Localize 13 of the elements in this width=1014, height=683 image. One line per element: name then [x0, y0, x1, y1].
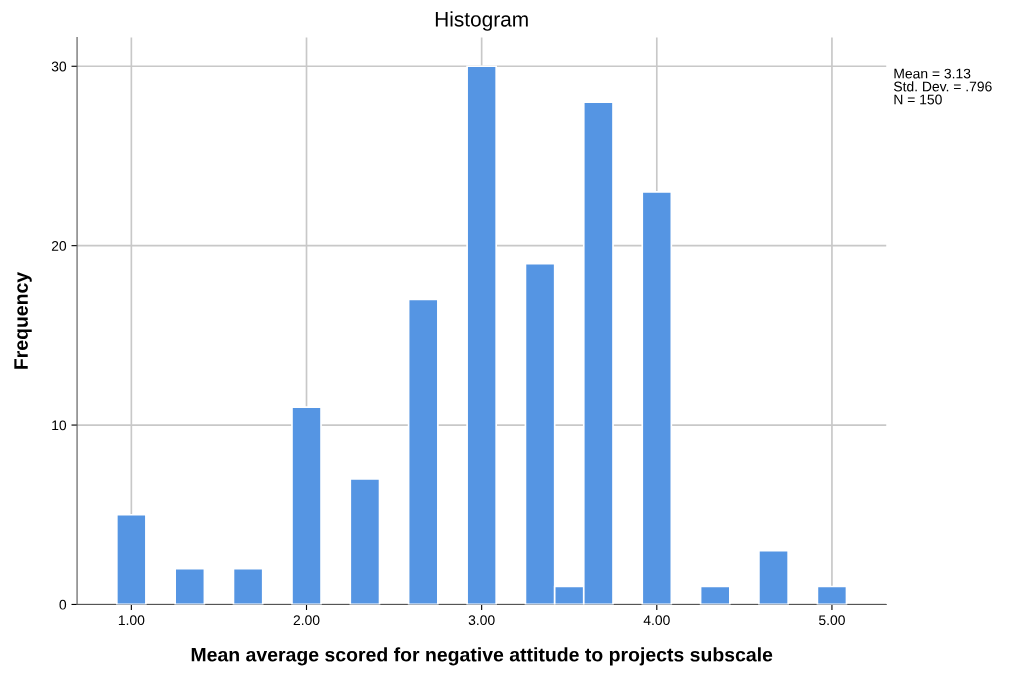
x-tick-label: 3.00	[468, 615, 495, 626]
x-tick-label: 5.00	[818, 615, 845, 626]
x-axis-title: Mean average scored for negative attitude to projects subscale	[191, 647, 773, 666]
y-tick-label: 10	[52, 420, 67, 431]
x-tick-label: 4.00	[643, 615, 670, 626]
text: Mean = 3.13 Std. Dev. = .796 N = 150	[893, 68, 992, 105]
y-tick-label: 20	[51, 241, 67, 251]
y-tick-label: 0	[59, 599, 67, 610]
x-tick-label: 1.00	[118, 615, 145, 626]
x-tick-label: 2.00	[293, 615, 320, 626]
y-axis-title: Frequency	[14, 271, 32, 369]
chart-title: Histogram	[435, 11, 528, 31]
y-tick-label: 30	[51, 61, 67, 72]
